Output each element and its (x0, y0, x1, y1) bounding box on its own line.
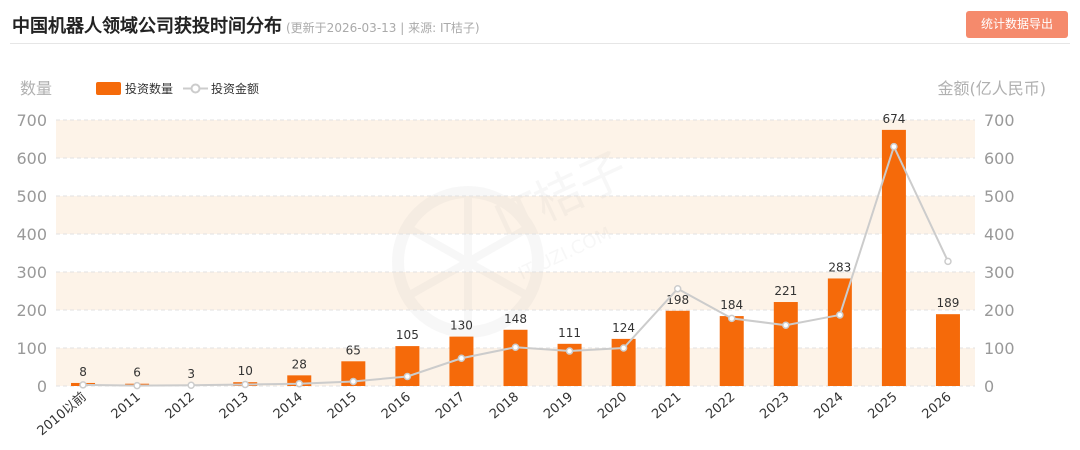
line-point[interactable] (349, 377, 358, 386)
page-title: 中国机器人领域公司获投时间分布 (更新于2026-03-13 | 来源: IT桔子… (12, 16, 480, 37)
bar-value-label: 674 (882, 112, 905, 126)
y-tick-label-right: 100 (984, 339, 1015, 358)
y-tick-label-right: 700 (984, 111, 1015, 130)
left-axis-name: 数量 (20, 79, 52, 98)
bar-value-label: 3 (187, 367, 195, 381)
line-series (79, 142, 952, 390)
bar[interactable] (827, 278, 852, 386)
x-axis-ticks: 2010以前 2011 2012 2013 2014 2015 2016 2017 2018 20… (34, 389, 954, 439)
background-band (56, 120, 975, 158)
y-tick-label-right: 400 (984, 225, 1015, 244)
watermark-orange-logo (392, 186, 544, 338)
y-tick-label-left: 700 (16, 111, 47, 130)
bar-value-label: 8 (79, 365, 87, 379)
line-point[interactable] (836, 311, 844, 319)
chart-header: 中国机器人领域公司获投时间分布 (更新于2026-03-13 | 来源: IT桔子… (0, 0, 1080, 44)
x-tick-label: 2015 (325, 390, 360, 423)
line-point[interactable] (457, 354, 466, 363)
bar-value-label: 111 (558, 326, 581, 340)
y-tick-label-right: 0 (984, 377, 994, 396)
legend-bar-swatch (96, 82, 121, 95)
bar-value-label: 148 (504, 312, 527, 326)
bar-value-label: 105 (396, 328, 419, 342)
watermark-orange-segments (406, 192, 530, 332)
line-point[interactable] (565, 347, 574, 355)
bar-value-label: 198 (666, 293, 689, 307)
right-axis-ticks: 0 100 200 300 400 500 600 700 (984, 111, 1015, 396)
x-tick-label: 2016 (379, 390, 414, 423)
x-tick-label: 2011 (109, 390, 144, 423)
line-point[interactable] (79, 381, 87, 389)
line-point[interactable] (295, 379, 304, 388)
bar[interactable] (719, 316, 744, 386)
legend-line-label: 投资金额 (211, 81, 259, 96)
y-tick-label-left: 300 (16, 263, 47, 282)
line-point[interactable] (782, 321, 790, 329)
x-tick-label: 2025 (865, 390, 900, 423)
update-source-note: (更新于2026-03-13 | 来源: IT桔子) (286, 21, 480, 35)
x-tick-label: 2012 (163, 390, 198, 423)
gridlines (56, 119, 975, 387)
legend: 投资数量 投资金额 (96, 81, 259, 96)
line-point[interactable] (619, 344, 628, 352)
x-tick-label: 2021 (649, 390, 684, 423)
x-tick-label: 2026 (920, 390, 955, 423)
right-axis-name: 金额(亿人民币) (938, 79, 1047, 98)
bar-value-label: 124 (612, 321, 635, 335)
y-tick-label-left: 0 (37, 377, 47, 396)
bar-value-label: 28 (292, 357, 307, 371)
header-divider (10, 43, 1070, 44)
line-point[interactable] (944, 257, 952, 266)
x-tick-label: 2017 (433, 390, 468, 423)
bar-series (71, 129, 960, 386)
background-band (56, 272, 975, 310)
line-point[interactable] (673, 284, 682, 293)
x-tick-label: 2013 (217, 390, 252, 423)
y-tick-label-right: 600 (984, 149, 1015, 168)
export-stats-button[interactable]: 统计数据导出 (966, 11, 1068, 38)
y-tick-label-left: 400 (16, 225, 47, 244)
x-tick-label: 2020 (595, 390, 630, 423)
bar-value-label: 221 (774, 284, 797, 298)
bar[interactable] (503, 329, 528, 386)
y-tick-label-right: 500 (984, 187, 1015, 206)
bar-value-label: 130 (450, 319, 473, 333)
legend-bar-label: 投资数量 (125, 81, 173, 96)
bar[interactable] (773, 302, 798, 386)
x-tick-label: 2014 (271, 390, 306, 423)
line-point[interactable] (133, 381, 141, 390)
bar-value-label: 65 (346, 343, 361, 357)
line-point[interactable] (187, 381, 195, 389)
line-point[interactable] (403, 372, 412, 381)
x-tick-label: 2018 (487, 390, 522, 423)
y-tick-label-right: 300 (984, 263, 1015, 282)
y-tick-label-left: 100 (16, 339, 47, 358)
bar-value-labels: 8 6 3 10 28 65 105 130 148 111 124 198 184 221 283 674 1… (79, 112, 959, 381)
bar[interactable] (665, 310, 690, 386)
x-tick-label: 2022 (703, 390, 738, 423)
bar-value-label: 10 (238, 364, 253, 378)
x-tick-label: 2024 (811, 390, 846, 423)
bar[interactable] (881, 129, 906, 386)
x-tick-label: 2019 (541, 390, 576, 423)
line-point[interactable] (890, 142, 898, 151)
line-point[interactable] (727, 314, 736, 323)
bar-value-label: 189 (937, 296, 960, 310)
bar[interactable] (935, 314, 960, 386)
bar-value-label: 184 (720, 298, 743, 312)
y-tick-label-left: 500 (16, 187, 47, 206)
y-tick-label-left: 600 (16, 149, 47, 168)
bar-value-label: 6 (133, 366, 141, 380)
y-tick-label-left: 200 (16, 301, 47, 320)
x-tick-label: 2023 (757, 390, 792, 423)
background-band (56, 196, 975, 234)
left-axis-ticks: 0 100 200 300 400 500 600 700 (16, 111, 47, 396)
bar-value-label: 283 (828, 260, 851, 274)
y-tick-label-right: 200 (984, 301, 1015, 320)
line-point[interactable] (511, 343, 520, 351)
legend-line-marker (190, 83, 201, 94)
x-tick-label: 2010以前 (34, 389, 90, 439)
line-point[interactable] (241, 380, 249, 389)
